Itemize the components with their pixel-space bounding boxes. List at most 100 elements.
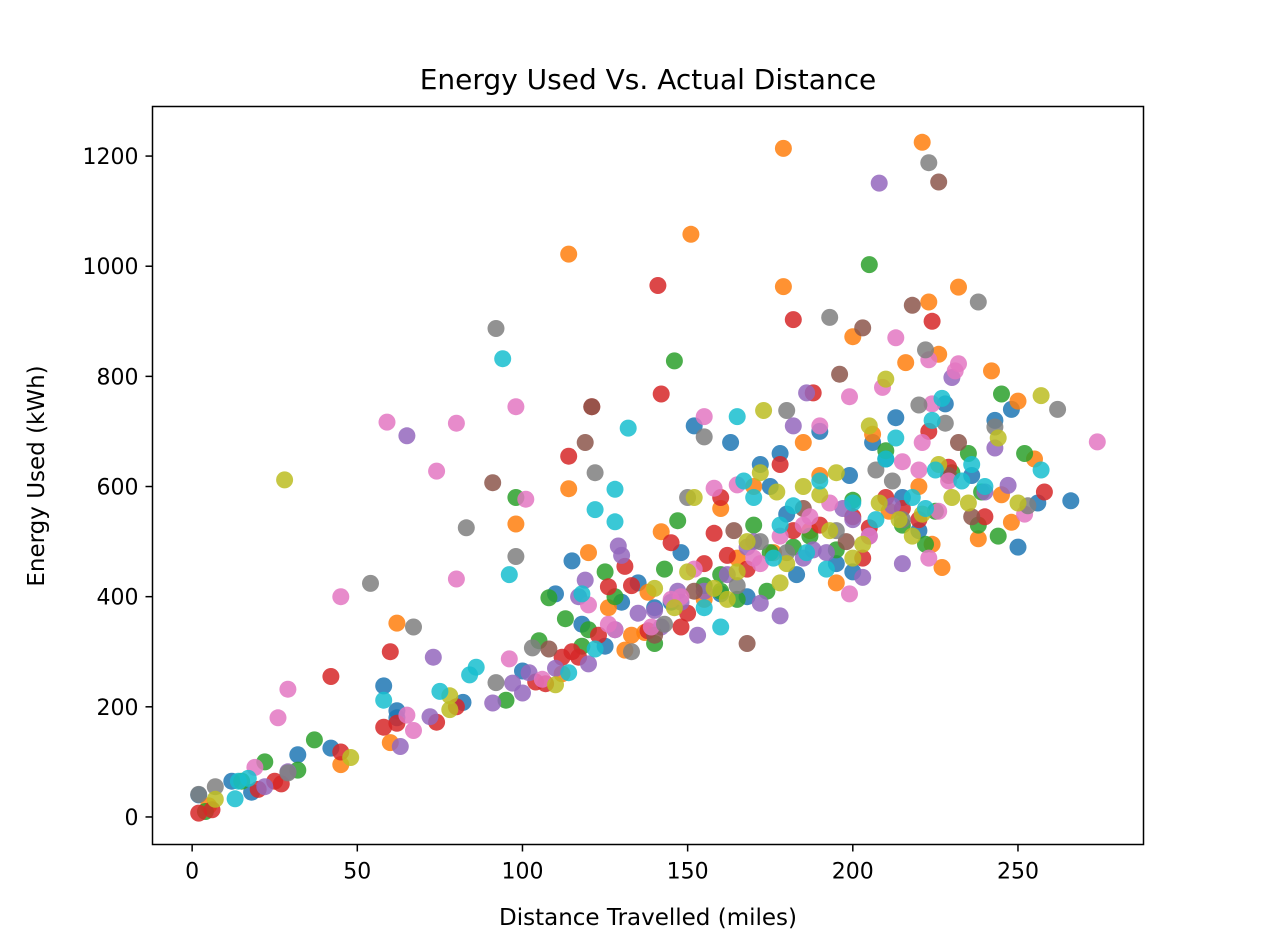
data-point — [867, 461, 885, 479]
data-point — [695, 599, 713, 617]
data-point — [206, 790, 224, 808]
data-point — [583, 398, 601, 416]
data-point — [788, 566, 806, 584]
data-point — [494, 350, 512, 368]
data-point — [391, 738, 409, 755]
data-point — [656, 560, 673, 578]
data-point — [580, 655, 597, 673]
data-point — [289, 746, 307, 764]
data-point — [563, 552, 581, 570]
data-point — [933, 389, 951, 407]
data-point — [976, 478, 994, 495]
data-point — [993, 385, 1010, 403]
data-point — [421, 708, 439, 726]
data-point — [689, 626, 707, 644]
data-point — [959, 494, 977, 512]
y-tick-label: 800 — [97, 365, 139, 390]
data-point — [870, 174, 888, 192]
data-point — [190, 804, 208, 822]
data-point — [917, 500, 934, 517]
data-point — [520, 664, 538, 682]
data-point — [751, 533, 769, 551]
data-point — [332, 588, 350, 606]
data-point — [682, 225, 700, 243]
y-tick-label: 0 — [125, 806, 139, 831]
y-tick-label: 1000 — [83, 255, 139, 280]
data-point — [649, 277, 667, 294]
data-point — [447, 570, 465, 588]
data-point — [943, 489, 961, 506]
data-point — [1032, 461, 1050, 479]
data-point — [738, 635, 756, 652]
x-tick-label: 150 — [667, 860, 709, 885]
data-point — [276, 471, 294, 489]
data-point — [623, 577, 640, 595]
data-point — [801, 508, 819, 526]
data-point — [646, 579, 664, 597]
data-point — [950, 434, 967, 451]
data-point — [279, 680, 297, 698]
data-point — [841, 585, 858, 603]
data-point — [870, 494, 888, 512]
data-point — [424, 648, 442, 666]
x-tick-label: 0 — [185, 860, 199, 885]
data-point — [794, 434, 812, 451]
data-point — [1032, 387, 1050, 405]
data-point — [381, 643, 399, 661]
data-point — [606, 513, 624, 531]
data-point — [652, 385, 670, 403]
data-point — [484, 694, 502, 712]
chart-title: Energy Used Vs. Actual Distance — [420, 63, 877, 96]
data-point — [695, 428, 713, 446]
data-point — [821, 308, 839, 326]
x-tick-label: 100 — [501, 860, 543, 885]
data-point — [1002, 513, 1020, 531]
data-point — [755, 402, 773, 419]
data-point — [656, 615, 673, 633]
data-point — [342, 749, 360, 766]
data-point — [576, 571, 594, 589]
data-point — [599, 578, 617, 596]
data-point — [606, 621, 624, 639]
data-point — [685, 489, 703, 506]
data-point — [860, 417, 878, 435]
data-point — [642, 618, 660, 636]
y-axis-label: Energy Used (kWh) — [24, 365, 50, 586]
data-point — [484, 474, 502, 492]
data-point — [910, 396, 928, 414]
data-point — [576, 434, 594, 451]
data-point — [883, 472, 901, 490]
data-point — [487, 674, 505, 692]
data-point — [910, 461, 928, 479]
data-point — [794, 478, 812, 495]
data-point — [913, 133, 931, 151]
y-tick-label: 600 — [97, 476, 139, 501]
data-point — [467, 658, 485, 676]
data-point — [738, 533, 756, 551]
data-point — [983, 362, 1000, 380]
data-point — [798, 544, 816, 562]
data-point — [540, 640, 558, 658]
axis-ticks: 0 50 100 150 200 250 0 200 400 600 800 1000 1200 — [83, 145, 1039, 884]
data-point — [745, 549, 763, 567]
data-point — [969, 530, 987, 548]
data-point — [784, 417, 802, 435]
data-point — [586, 640, 604, 658]
data-point — [890, 511, 908, 529]
data-point — [560, 664, 578, 682]
data-point — [920, 293, 938, 311]
data-point — [798, 384, 816, 402]
data-point — [817, 560, 835, 578]
data-point — [745, 516, 763, 534]
y-tick-label: 200 — [97, 696, 139, 721]
data-point — [613, 546, 631, 564]
data-point — [765, 549, 782, 567]
plot-frame — [151, 105, 1145, 846]
data-point — [969, 293, 987, 311]
data-point — [976, 508, 994, 526]
data-point — [705, 479, 723, 497]
y-tick-label: 1200 — [83, 145, 139, 170]
data-point — [963, 456, 981, 473]
data-point — [705, 524, 723, 542]
